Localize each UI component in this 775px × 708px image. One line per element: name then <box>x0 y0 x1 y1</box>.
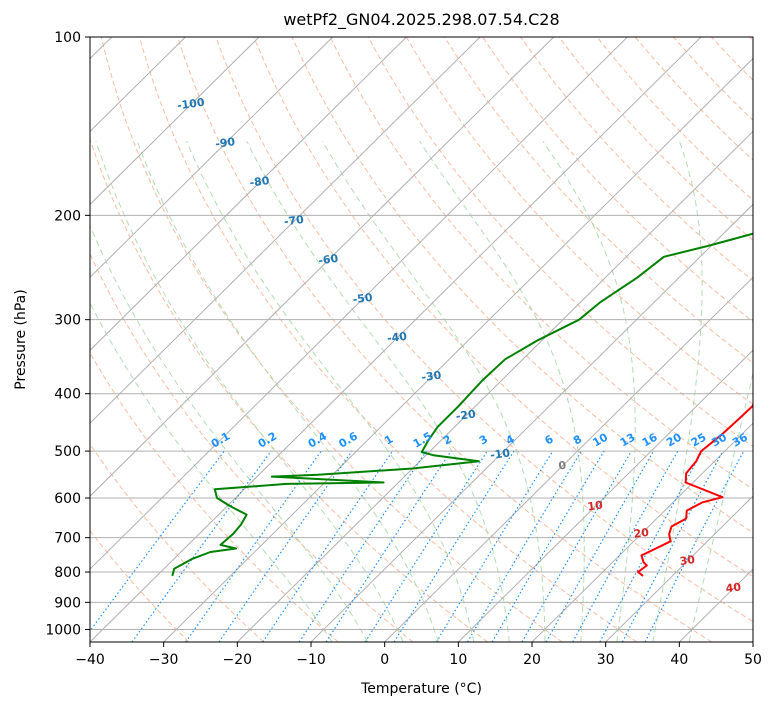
isotherm-label: -90 <box>214 135 236 151</box>
mixing-ratio-line <box>325 450 452 642</box>
mixing-ratio-line <box>545 450 655 642</box>
isotherm-label: -100 <box>176 96 205 113</box>
y-tick-label: 900 <box>54 595 81 611</box>
x-axis-title: Temperature (°C) <box>360 681 482 697</box>
x-tick-label: 10 <box>449 652 467 668</box>
isotherm-line <box>90 37 407 351</box>
x-tick-label: −10 <box>296 652 326 668</box>
y-tick-label: 400 <box>54 387 81 403</box>
dry-adiabat <box>405 37 753 405</box>
isotherm-label: -50 <box>352 291 374 307</box>
line-labels: 0.1 0.2 0.4 0.6 1 1.5 2 3 4 6 8 10 13 16 20 25 30 36-100-… <box>176 96 750 596</box>
isotherm-label: -20 <box>455 407 477 423</box>
mixing-ratio-line <box>298 450 427 642</box>
axes: −40 −30 −20 −10 0 10 20 30 40 5010020030040050060… <box>45 30 762 668</box>
isotherm-line <box>605 495 753 642</box>
y-tick-label: 700 <box>54 531 81 547</box>
x-tick-label: 50 <box>744 652 762 668</box>
isotherm-label: -10 <box>489 446 511 462</box>
y-tick-label: 1000 <box>45 622 81 638</box>
isotherm-label: 30 <box>679 553 696 568</box>
x-tick-label: −30 <box>149 652 179 668</box>
mixing-ratio-line <box>599 450 703 642</box>
isotherm-label: -40 <box>386 330 408 346</box>
mixing-ratio-line <box>185 450 322 642</box>
mixing-ratio-line <box>435 450 554 642</box>
isotherm-line <box>457 349 753 642</box>
isotherm-label: -30 <box>421 369 443 385</box>
y-tick-label: 100 <box>54 30 81 46</box>
isotherm-line <box>236 130 753 642</box>
x-tick-label: 30 <box>597 652 615 668</box>
chart-title: wetPf2_GN04.2025.298.07.54.C28 <box>283 10 559 30</box>
y-tick-label: 200 <box>54 208 81 224</box>
dry-adiabat <box>138 37 638 642</box>
isotherm-line <box>163 57 753 642</box>
isotherm-label: -80 <box>249 174 271 190</box>
isotherm-label: 20 <box>633 526 650 541</box>
dry-adiabat <box>482 37 753 323</box>
isotherm-line <box>531 422 753 642</box>
isotherm-line <box>90 37 334 279</box>
dry-adiabat <box>329 37 753 490</box>
mixing-ratio-line <box>364 450 488 642</box>
mixing-ratio-line <box>90 450 225 632</box>
dry-adiabat <box>100 37 563 642</box>
y-tick-label: 600 <box>54 491 81 507</box>
y-axis-title: Pressure (hPa) <box>13 289 29 389</box>
mixing-ratio-line <box>218 450 353 642</box>
dry-adiabat <box>253 37 753 578</box>
mixing-ratio-line <box>131 450 272 642</box>
sounding-profiles <box>171 232 753 577</box>
mixing-ratio-line <box>572 450 679 642</box>
isotherm-line <box>90 37 628 570</box>
dewpoint-profile-line <box>171 232 753 577</box>
temperature-profile-line <box>637 402 753 577</box>
isotherm-line <box>90 37 555 497</box>
y-tick-label: 300 <box>54 313 81 329</box>
plot-frame <box>89 36 754 643</box>
isotherm-label: -70 <box>283 213 305 229</box>
x-tick-label: 20 <box>523 652 541 668</box>
y-tick-label: 500 <box>54 444 81 460</box>
dry-adiabat <box>90 351 339 642</box>
x-tick-label: 0 <box>380 652 389 668</box>
background-lines <box>90 37 753 642</box>
isotherm-label: 10 <box>587 498 604 513</box>
dry-adiabat <box>90 530 190 642</box>
mixing-ratio-line <box>262 450 394 642</box>
isotherm-label: -60 <box>318 252 340 268</box>
isotherm-line <box>310 203 753 642</box>
isotherm-line <box>90 37 481 424</box>
isotherm-line <box>90 37 702 642</box>
isotherm-line <box>384 276 753 642</box>
dry-adiabat <box>177 37 712 642</box>
y-tick-label: 800 <box>54 565 81 581</box>
x-tick-label: −20 <box>223 652 253 668</box>
dry-adiabat <box>90 443 264 642</box>
dry-adiabat <box>90 137 488 642</box>
isotherm-line <box>90 37 260 206</box>
x-tick-label: 40 <box>670 652 688 668</box>
isotherm-label: 0 <box>558 459 568 473</box>
dry-adiabat <box>215 37 753 623</box>
x-tick-label: −40 <box>75 652 105 668</box>
isotherm-label: 40 <box>725 580 742 595</box>
